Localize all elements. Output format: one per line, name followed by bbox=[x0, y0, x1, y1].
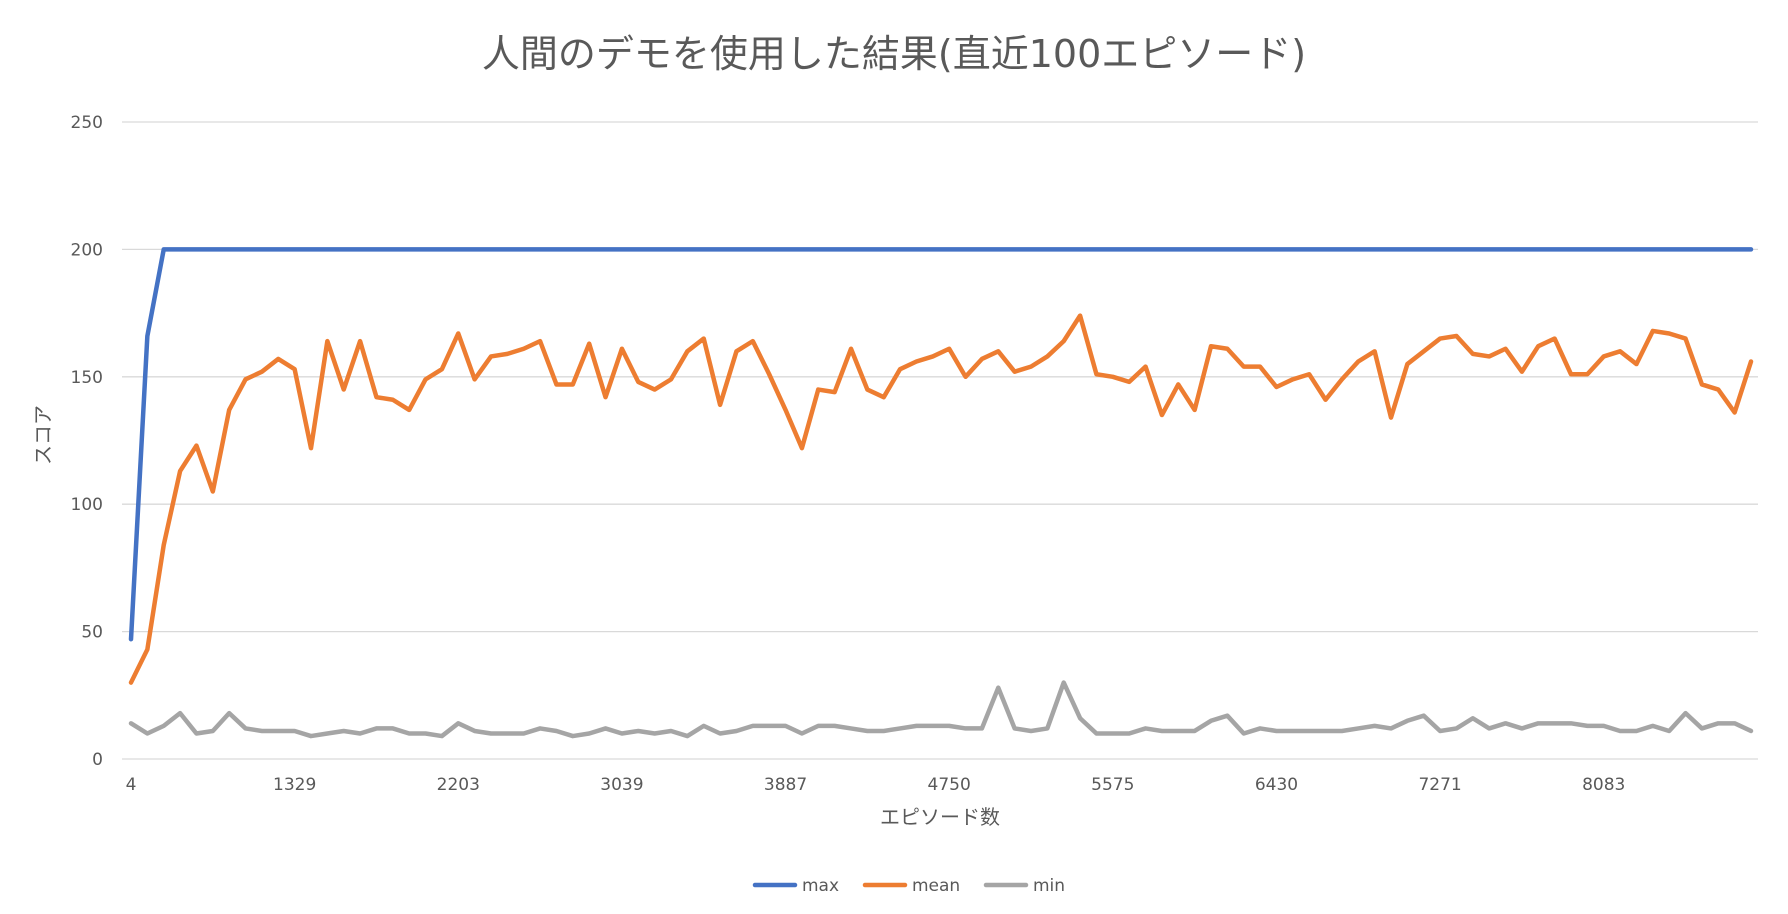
x-tick-label: 5575 bbox=[1091, 775, 1134, 795]
x-tick-label: 8083 bbox=[1582, 775, 1625, 795]
x-axis-label: エピソード数 bbox=[880, 805, 1000, 829]
x-tick-label: 7271 bbox=[1418, 775, 1461, 795]
series-line-max bbox=[128, 247, 1754, 642]
series-line-min bbox=[128, 680, 1754, 739]
y-axis-ticks: 0 50 100 150 200 250 bbox=[71, 113, 103, 770]
y-tick-label: 0 bbox=[92, 750, 103, 770]
x-axis-ticks: 4 1329 2203 3039 3887 4750 5575 6430 7271 8083 bbox=[126, 775, 1626, 795]
x-tick-label: 2203 bbox=[437, 775, 480, 795]
legend-label-min: min bbox=[1033, 876, 1065, 896]
x-tick-label: 4750 bbox=[928, 775, 971, 795]
x-tick-label: 4 bbox=[126, 775, 137, 795]
chart-title: 人間のデモを使用した結果(直近100エピソード) bbox=[482, 32, 1306, 76]
y-tick-label: 50 bbox=[81, 623, 103, 643]
x-tick-label: 3887 bbox=[764, 775, 807, 795]
legend: max mean min bbox=[752, 876, 1065, 896]
gridlines bbox=[122, 121, 1758, 760]
y-tick-label: 100 bbox=[71, 495, 103, 515]
x-tick-label: 1329 bbox=[273, 775, 316, 795]
series-line-mean bbox=[128, 313, 1754, 685]
y-tick-label: 250 bbox=[71, 113, 103, 133]
legend-label-max: max bbox=[802, 876, 839, 896]
legend-label-mean: mean bbox=[912, 876, 960, 896]
x-tick-label: 3039 bbox=[600, 775, 643, 795]
y-axis-label: スコア bbox=[31, 405, 55, 465]
y-tick-label: 150 bbox=[71, 368, 103, 388]
x-tick-label: 6430 bbox=[1255, 775, 1298, 795]
series-lines bbox=[128, 247, 1754, 739]
y-tick-label: 200 bbox=[71, 240, 103, 260]
